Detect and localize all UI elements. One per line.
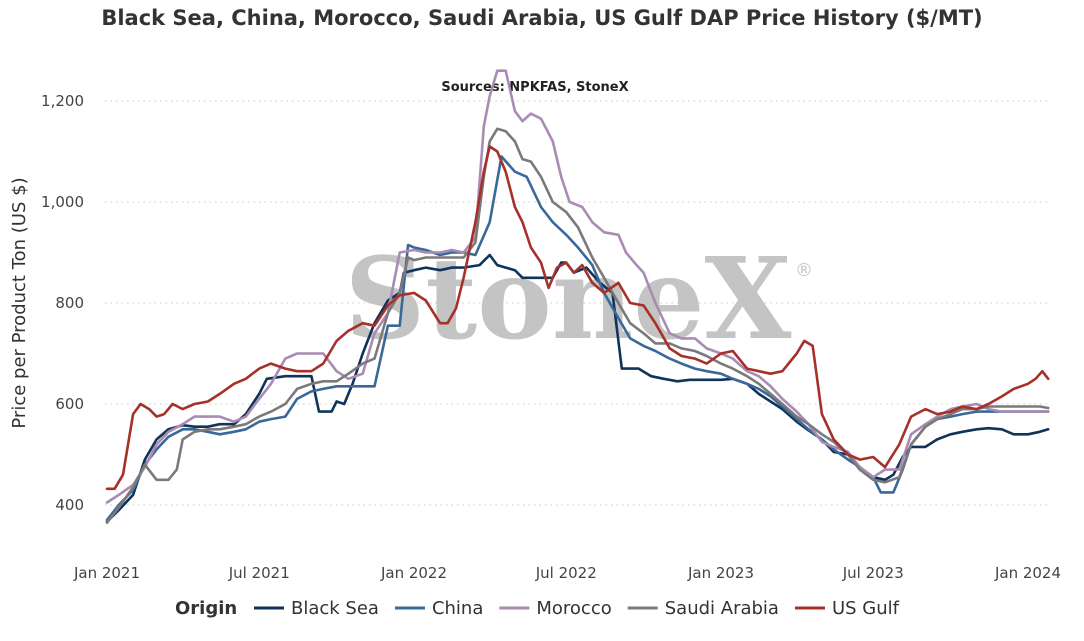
y-tick-label: 600 [55, 395, 84, 413]
legend-item-label: Black Sea [291, 598, 379, 619]
watermark: StoneX ® [345, 234, 813, 365]
y-tick-label: 400 [55, 496, 84, 514]
series-line-morocco [105, 69, 1050, 504]
gridlines [105, 100, 1050, 506]
x-tick-label: Jan 2022 [380, 564, 447, 582]
y-tick-label: 800 [55, 294, 84, 312]
x-tick-label: Jul 2021 [228, 564, 290, 582]
y-axis-label: Price per Product Ton (US $) [9, 177, 30, 428]
chart-subtitle: Sources: NPKFAS, StoneX [441, 80, 628, 95]
y-tick-label: 1,200 [41, 92, 84, 110]
y-axis-ticks: 400 600 800 1,000 1,200 [41, 92, 84, 514]
series-line-us-gulf [105, 145, 1050, 491]
series-line-saudi-arabia [105, 127, 1050, 525]
legend-item-label: Saudi Arabia [665, 598, 779, 619]
legend-item-label: Morocco [536, 598, 611, 619]
watermark-text: StoneX [345, 234, 792, 365]
legend-item-label: US Gulf [832, 598, 900, 619]
x-tick-label: Jul 2022 [535, 564, 597, 582]
series-line-china [105, 155, 1050, 522]
chart-title: Black Sea, China, Morocco, Saudi Arabia,… [101, 6, 983, 30]
legend: Origin Black Sea China Morocco Saudi Arabia… [175, 598, 900, 619]
x-axis-ticks: Jan 2021 Jul 2021 Jan 2022 Jul 2022 Jan 2023… [73, 564, 1061, 582]
legend-title: Origin [175, 598, 237, 619]
x-tick-label: Jan 2023 [687, 564, 754, 582]
watermark-registered-mark: ® [795, 260, 813, 281]
x-tick-label: Jan 2021 [73, 564, 140, 582]
y-tick-label: 1,000 [41, 193, 84, 211]
legend-item-label: China [432, 598, 483, 619]
series-lines [105, 69, 1050, 525]
x-tick-label: Jul 2023 [842, 564, 904, 582]
x-tick-label: Jan 2024 [994, 564, 1061, 582]
